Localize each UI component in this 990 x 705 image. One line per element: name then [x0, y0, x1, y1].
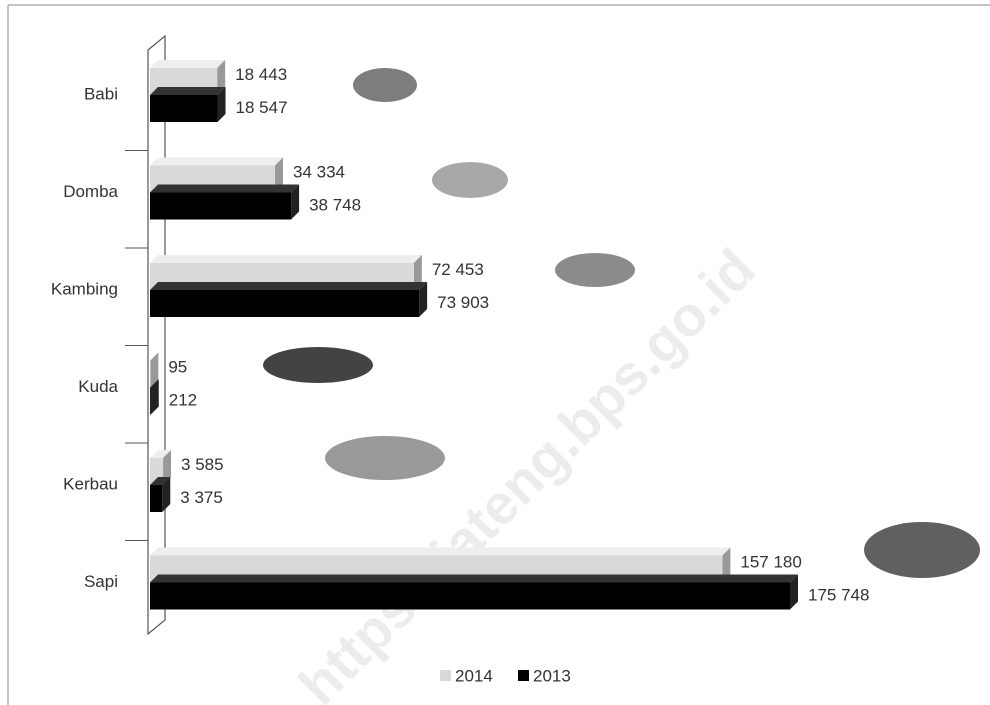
bar-top — [150, 185, 299, 193]
value-label: 18 443 — [235, 65, 287, 84]
bar — [150, 95, 218, 122]
animal-kambing — [555, 253, 635, 287]
bar-top — [150, 282, 427, 290]
value-label: 73 903 — [437, 293, 489, 312]
bar — [150, 193, 291, 220]
animal-images — [263, 68, 980, 578]
bar-top — [150, 87, 226, 95]
bar — [150, 583, 790, 610]
value-label: 34 334 — [293, 162, 345, 181]
value-label: 38 748 — [309, 195, 361, 214]
animal-sapi — [864, 522, 980, 578]
animal-kerbau — [325, 436, 445, 480]
bar-top — [150, 158, 283, 166]
value-label: 3 585 — [181, 455, 224, 474]
bar — [150, 485, 162, 512]
chart: https://jateng.bps.go.id Babi18 44318 54… — [0, 0, 990, 705]
animal-domba — [432, 162, 508, 198]
value-label: 212 — [169, 390, 197, 409]
y-tick-label: Kuda — [78, 377, 118, 396]
legend-label: 2013 — [533, 666, 571, 685]
axis-wall — [148, 36, 165, 634]
bar — [150, 388, 151, 415]
y-tick-label: Kambing — [51, 279, 118, 298]
value-label: 3 375 — [180, 488, 223, 507]
y-tick-label: Domba — [63, 182, 118, 201]
value-label: 72 453 — [432, 260, 484, 279]
legend-label: 2014 — [455, 666, 493, 685]
animal-babi — [353, 68, 417, 102]
bar-top — [150, 548, 730, 556]
value-label: 157 180 — [740, 552, 801, 571]
value-label: 175 748 — [808, 585, 869, 604]
bar-top — [150, 60, 225, 68]
y-tick-label: Sapi — [84, 572, 118, 591]
legend-swatch — [518, 670, 529, 681]
value-label: 95 — [168, 357, 187, 376]
legend-swatch — [440, 670, 451, 681]
bar — [150, 361, 151, 388]
bar — [150, 290, 419, 317]
animal-kuda — [263, 347, 373, 383]
value-label: 18 547 — [236, 98, 288, 117]
bar-top — [150, 255, 422, 263]
y-tick-label: Kerbau — [63, 474, 118, 493]
bar-top — [150, 575, 798, 583]
y-tick-label: Babi — [84, 84, 118, 103]
